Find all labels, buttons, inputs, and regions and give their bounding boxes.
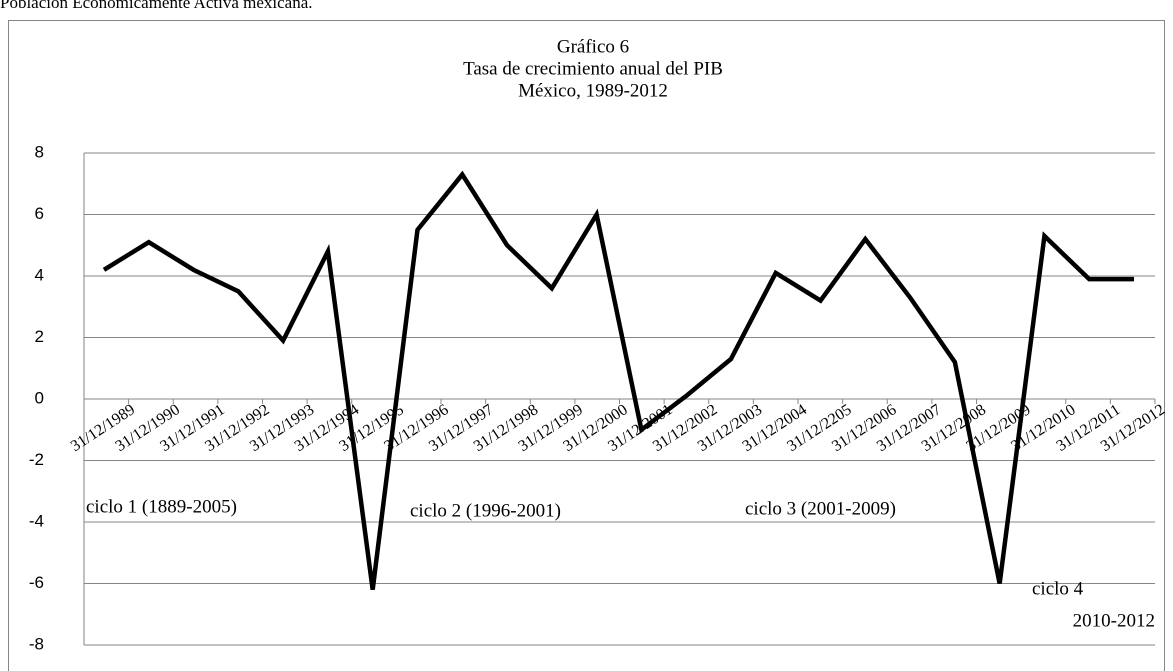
caption: Población Económicamente Activa mexicana… xyxy=(0,0,313,12)
annotation: 2010-2012 xyxy=(1073,610,1155,631)
chart-frame xyxy=(8,20,1165,671)
annotation: ciclo 1 (1889-2005) xyxy=(86,496,237,517)
y-tick-label: 8 xyxy=(35,142,44,161)
annotation: ciclo 4 xyxy=(1032,578,1084,599)
y-tick-label: -2 xyxy=(29,450,44,469)
y-tick-label: 6 xyxy=(35,204,44,223)
chart-title: Tasa de crecimiento anual del PIB xyxy=(463,58,723,79)
y-tick-label: 0 xyxy=(35,388,44,407)
y-tick-label: -6 xyxy=(29,573,44,592)
y-tick-label: -8 xyxy=(29,634,44,653)
chart-title: México, 1989-2012 xyxy=(518,80,668,101)
y-tick-label: 2 xyxy=(35,327,44,346)
data-line xyxy=(102,170,1134,590)
annotation: ciclo 3 (2001-2009) xyxy=(745,498,896,519)
y-tick-label: -4 xyxy=(29,511,44,530)
chart-title: Gráfico 6 xyxy=(557,36,629,57)
annotation: ciclo 2 (1996-2001) xyxy=(410,500,561,521)
y-tick-label: 4 xyxy=(35,265,44,284)
